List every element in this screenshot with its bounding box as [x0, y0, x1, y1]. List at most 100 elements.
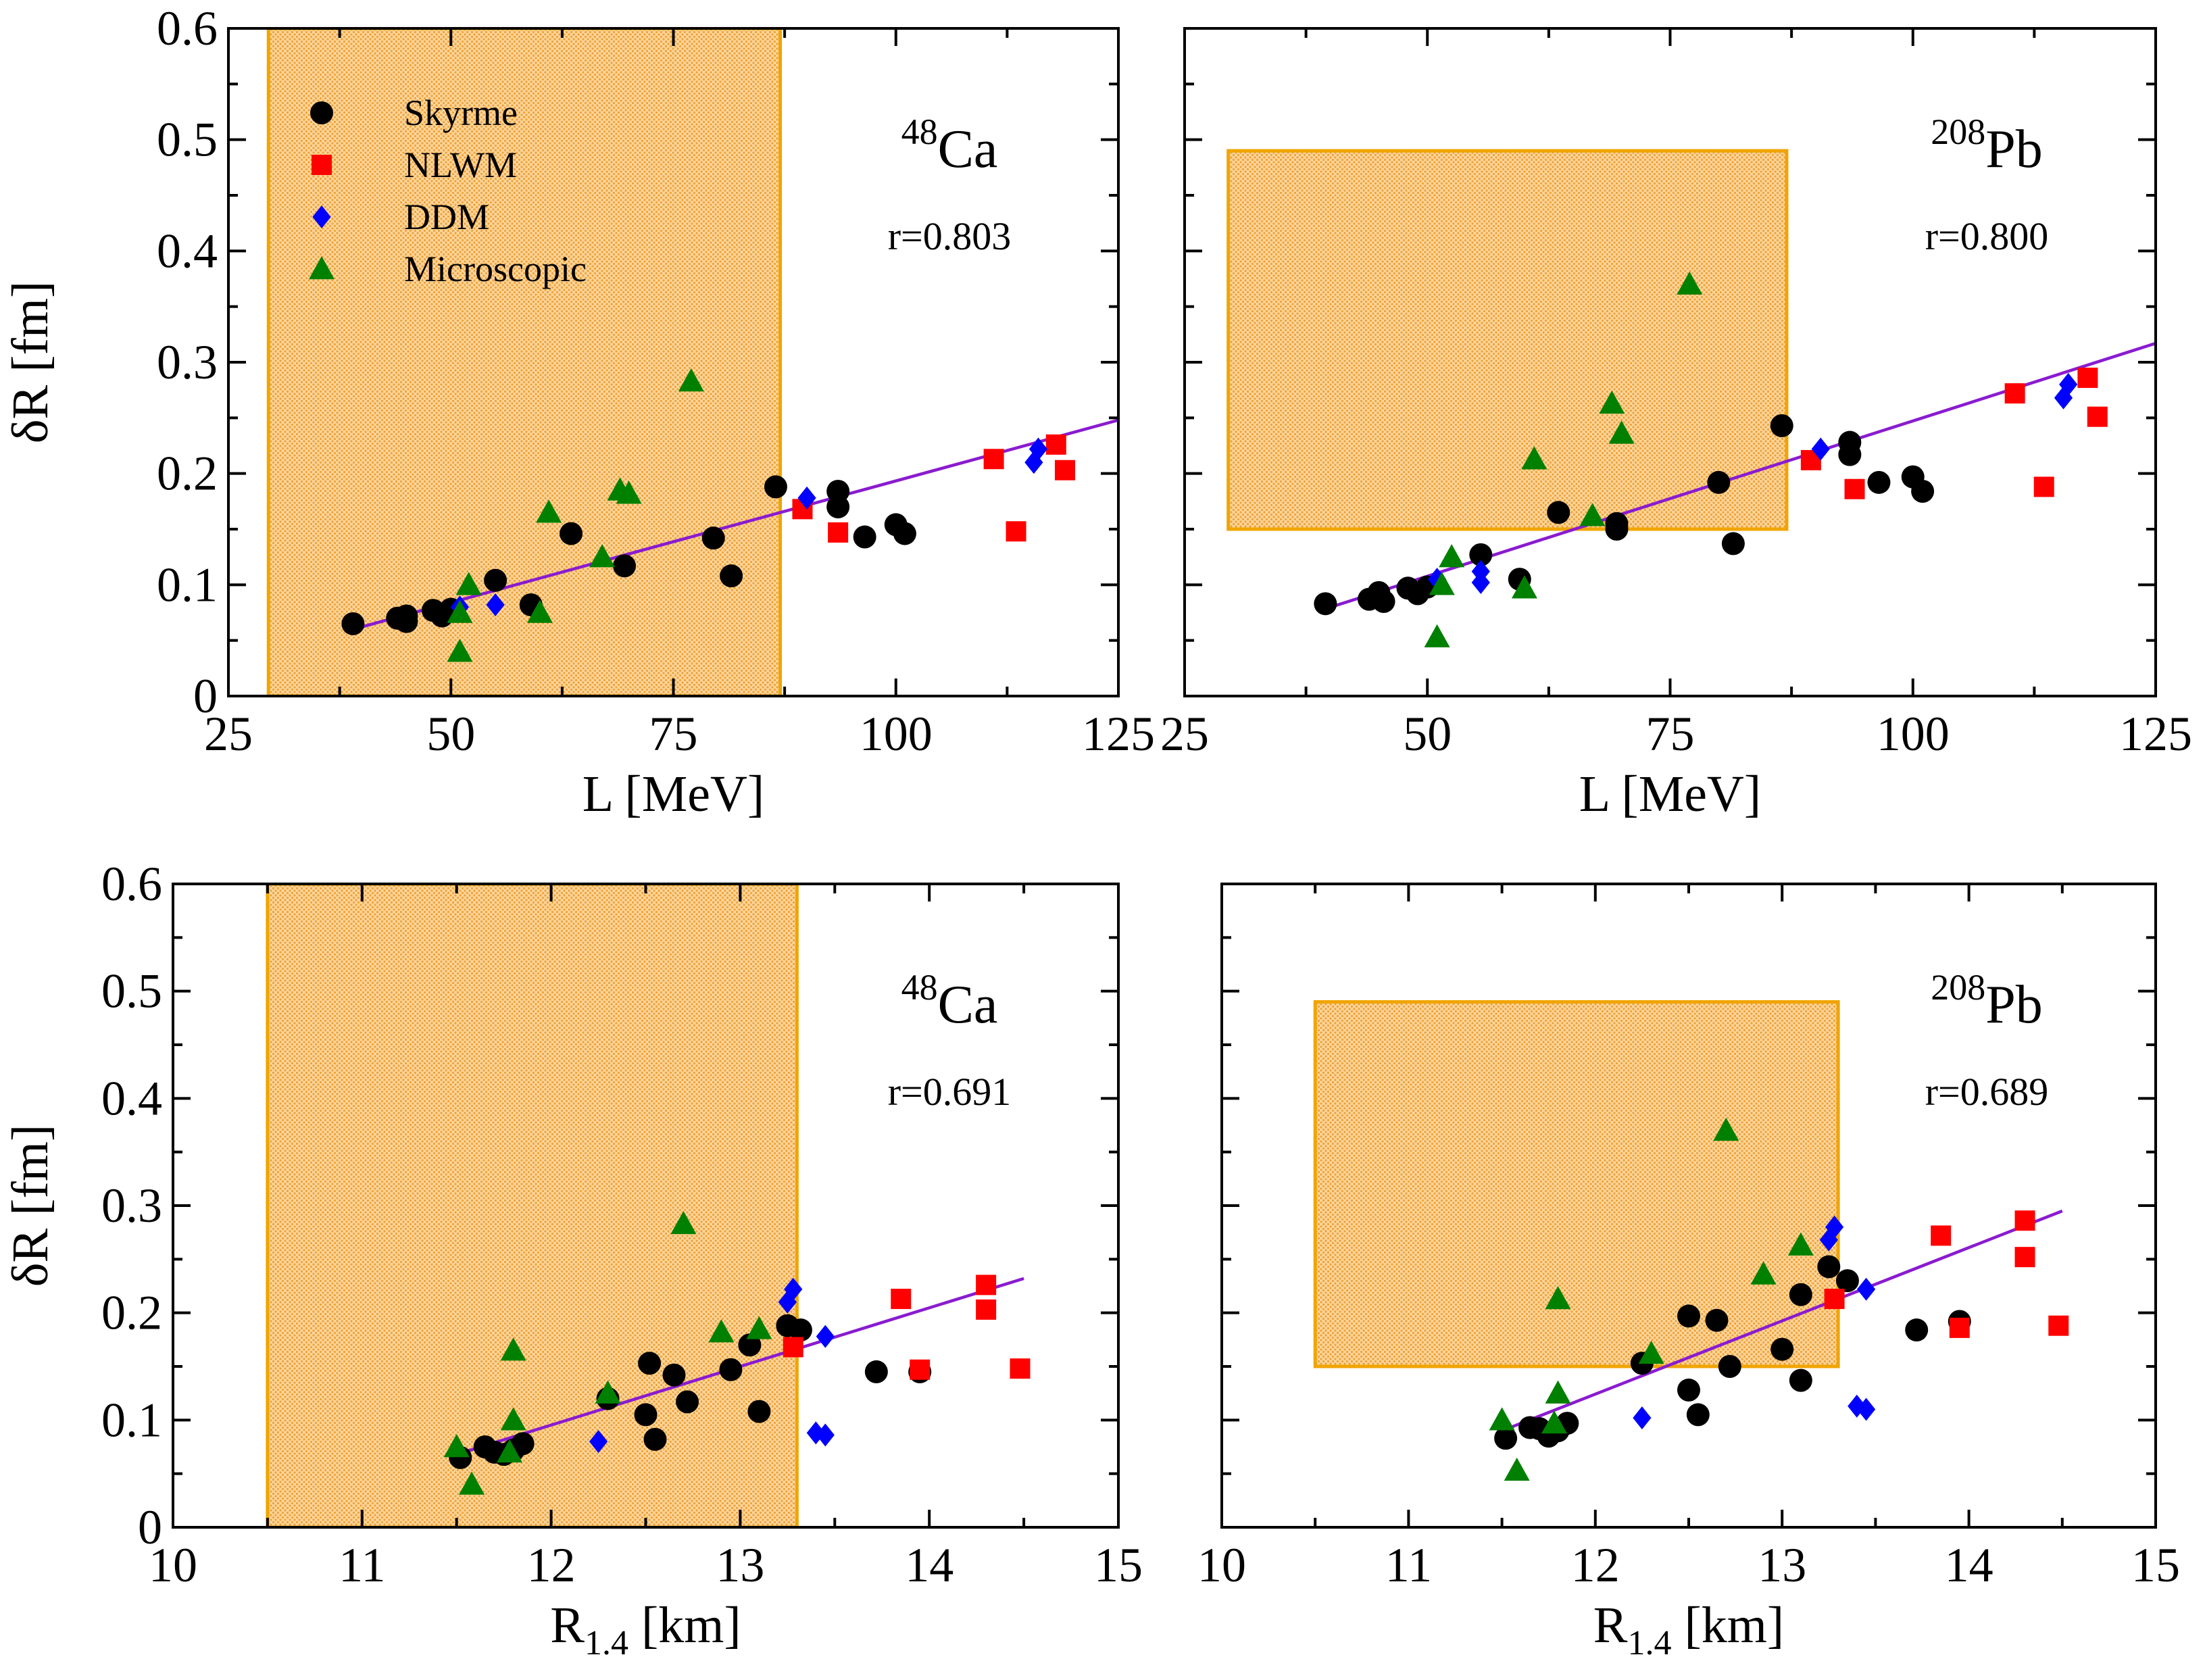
x-tick-label: 11	[1385, 1538, 1432, 1592]
x-tick-label: 13	[716, 1538, 764, 1592]
series-microscopic	[1489, 1117, 1814, 1481]
data-point-microscopic	[589, 544, 616, 568]
x-tick-label: 125	[1082, 707, 1155, 761]
data-point-skyrme	[662, 1363, 686, 1387]
y-tick-label: 0.2	[157, 447, 218, 501]
data-point-nlwm	[2048, 1315, 2069, 1336]
data-point-microscopic	[1677, 271, 1703, 295]
data-point-nlwm	[1010, 1358, 1031, 1379]
correlation-label: r=0.800	[1925, 214, 2049, 258]
data-point-microscopic	[1750, 1261, 1777, 1285]
data-point-ddm	[1024, 451, 1043, 474]
data-point-nlwm	[1931, 1225, 1952, 1246]
legend-marker-microscopic	[309, 256, 335, 280]
y-tick-label: 0.2	[101, 1286, 162, 1340]
y-tick-label: 0.5	[157, 113, 218, 167]
x-tick-label: 13	[1758, 1538, 1806, 1592]
data-point-skyrme	[643, 1427, 667, 1451]
data-point-nlwm	[2004, 383, 2025, 404]
series-nlwm	[783, 1275, 1031, 1380]
data-point-skyrme	[701, 526, 725, 550]
data-point-skyrme	[1686, 1403, 1710, 1427]
data-point-skyrme	[1835, 1269, 1859, 1293]
data-point-nlwm	[2014, 1247, 2035, 1268]
y-tick-label: 0	[193, 669, 218, 723]
x-tick-label: 75	[649, 707, 698, 761]
chart-panel-top-right: 25 50 75 100 125 L [MeV] 208Pb r=0.800	[1160, 27, 2192, 822]
data-point-skyrme	[613, 554, 637, 578]
data-point-nlwm	[1824, 1289, 1845, 1310]
data-point-skyrme	[1789, 1283, 1812, 1306]
y-tick-label: 0.3	[101, 1179, 162, 1233]
x-tick-label: 25	[1160, 707, 1209, 761]
data-point-skyrme	[1677, 1304, 1700, 1328]
nucleus-label: 208Pb	[1931, 967, 2043, 1035]
data-point-skyrme	[1789, 1368, 1812, 1392]
data-point-microscopic	[447, 599, 473, 623]
data-point-ddm	[797, 486, 816, 510]
data-point-ddm	[589, 1430, 608, 1454]
data-point-skyrme	[1314, 592, 1337, 616]
legend-label-microscopic: Microscopic	[404, 249, 587, 289]
chart-panel-bottom-left: 10 11 12 13 14 15 0 0.1 0.2 0.3 0.4 0.5 0.6 R1.4 [km]…	[2, 857, 1143, 1662]
data-point-nlwm	[1045, 434, 1066, 455]
legend-marker-nlwm	[312, 155, 332, 175]
data-point-skyrme	[826, 495, 850, 519]
series-skyrme	[341, 475, 916, 635]
data-point-skyrme	[511, 1432, 535, 1456]
x-axis-label: R1.4 [km]	[1593, 1597, 1784, 1662]
data-point-microscopic	[500, 1337, 526, 1361]
data-point-ddm	[816, 1423, 835, 1447]
y-tick-label: 0.3	[157, 335, 218, 389]
data-point-skyrme	[1372, 590, 1395, 614]
data-point-skyrme	[1905, 1318, 1929, 1342]
data-point-skyrme	[1911, 480, 1935, 503]
x-tick-label: 50	[1403, 707, 1452, 761]
data-point-microscopic	[1545, 1380, 1571, 1404]
data-point-skyrme	[395, 610, 418, 633]
legend-label-ddm: DDM	[404, 197, 489, 237]
data-point-skyrme	[1494, 1427, 1518, 1450]
data-point-nlwm	[2014, 1210, 2035, 1231]
correlation-label: r=0.689	[1925, 1070, 2049, 1114]
x-tick-label: 12	[1571, 1538, 1620, 1592]
data-point-skyrme	[560, 522, 583, 545]
constraint-band	[1227, 149, 1789, 531]
data-point-skyrme	[719, 1358, 743, 1381]
x-tick-label: 100	[860, 707, 933, 761]
data-point-ddm	[1811, 437, 1830, 461]
x-tick-label: 10	[1197, 1538, 1246, 1592]
data-point-microscopic	[459, 1471, 485, 1495]
data-point-ddm	[1471, 571, 1490, 595]
y-tick-label: 0.1	[101, 1393, 162, 1447]
series-microscopic	[1424, 271, 1703, 647]
data-point-microscopic	[497, 1439, 523, 1463]
legend-marker-ddm	[312, 205, 331, 228]
x-tick-label: 75	[1646, 707, 1695, 761]
data-point-microscopic	[1424, 624, 1450, 647]
series-nlwm	[792, 434, 1075, 543]
fit-line	[1501, 1209, 2063, 1433]
data-point-skyrme	[638, 1352, 662, 1375]
data-point-skyrme	[1705, 1308, 1729, 1332]
y-tick-label: 0.5	[101, 964, 162, 1018]
data-point-nlwm	[783, 1337, 803, 1358]
data-point-skyrme	[864, 1360, 888, 1383]
x-tick-label: 11	[339, 1538, 385, 1592]
y-tick-label: 0.6	[157, 1, 218, 55]
y-tick-label: 0	[138, 1500, 162, 1554]
data-point-nlwm	[910, 1359, 931, 1380]
data-point-microscopic	[1541, 1410, 1567, 1434]
data-point-skyrme	[1867, 470, 1891, 494]
data-point-microscopic	[678, 368, 704, 392]
data-point-skyrme	[747, 1400, 771, 1423]
data-point-nlwm	[2077, 368, 2098, 389]
data-point-microscopic	[746, 1316, 772, 1339]
data-point-microscopic	[1545, 1286, 1571, 1310]
y-tick-label: 0.1	[157, 558, 218, 612]
series-microscopic	[447, 368, 704, 662]
data-point-skyrme	[634, 1403, 658, 1427]
constraint-band	[266, 884, 799, 1527]
